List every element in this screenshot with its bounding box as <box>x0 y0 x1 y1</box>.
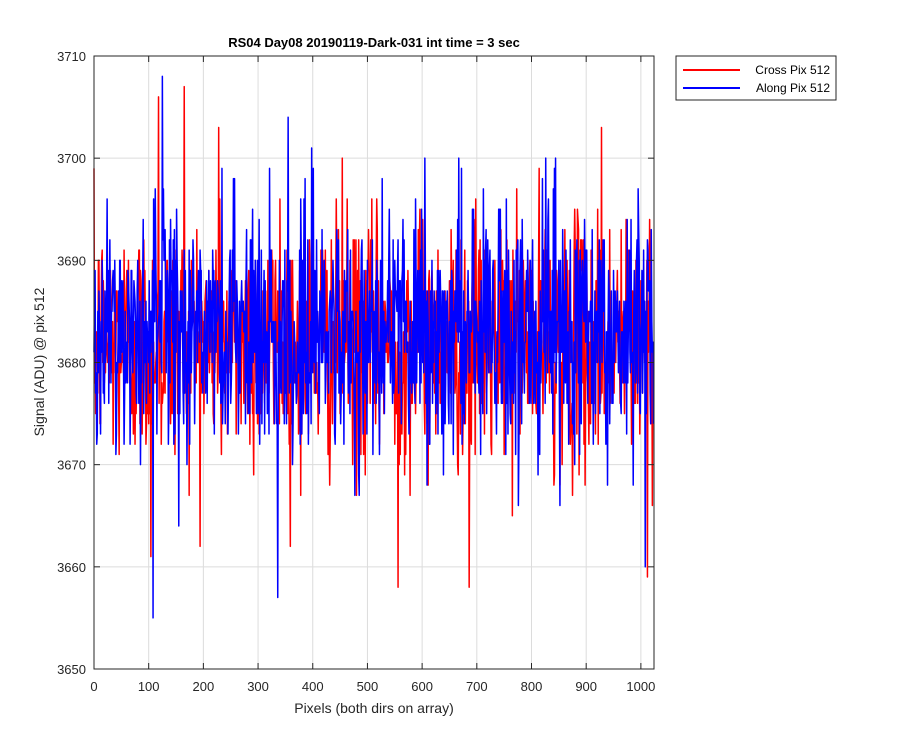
x-tick-label: 500 <box>357 679 379 694</box>
y-axis-label: Signal (ADU) @ pix 512 <box>31 287 47 436</box>
x-tick-label: 700 <box>466 679 488 694</box>
chart-title: RS04 Day08 20190119-Dark-031 int time = … <box>228 35 520 50</box>
legend-entry-along: Along Pix 512 <box>756 81 830 95</box>
x-tick-label: 600 <box>411 679 433 694</box>
x-tick-label: 400 <box>302 679 324 694</box>
y-tick-label: 3670 <box>57 458 86 473</box>
x-tick-label: 200 <box>193 679 215 694</box>
series-layer <box>93 75 655 619</box>
x-tick-label: 900 <box>575 679 597 694</box>
y-tick-label: 3660 <box>57 560 86 575</box>
axis-ticks: 0 100 200 300 400 500 600 700 800 900 1000 3650 3660… <box>57 49 655 694</box>
y-tick-label: 3700 <box>57 151 86 166</box>
series-line-1 <box>93 75 655 619</box>
legend-box <box>675 55 837 101</box>
legend-entry-cross: Cross Pix 512 <box>755 63 830 77</box>
x-tick-label: 300 <box>247 679 269 694</box>
x-tick-label: 1000 <box>626 679 655 694</box>
y-tick-label: 3680 <box>57 356 86 371</box>
y-tick-label: 3690 <box>57 253 86 268</box>
x-tick-label: 800 <box>521 679 543 694</box>
y-tick-label: 3650 <box>57 662 86 677</box>
y-tick-label: 3710 <box>57 49 86 64</box>
x-tick-label: 0 <box>90 679 97 694</box>
legend: Cross Pix 512 Along Pix 512 <box>675 55 837 101</box>
x-tick-label: 100 <box>138 679 160 694</box>
x-axis-label: Pixels (both dirs on array) <box>294 700 454 716</box>
